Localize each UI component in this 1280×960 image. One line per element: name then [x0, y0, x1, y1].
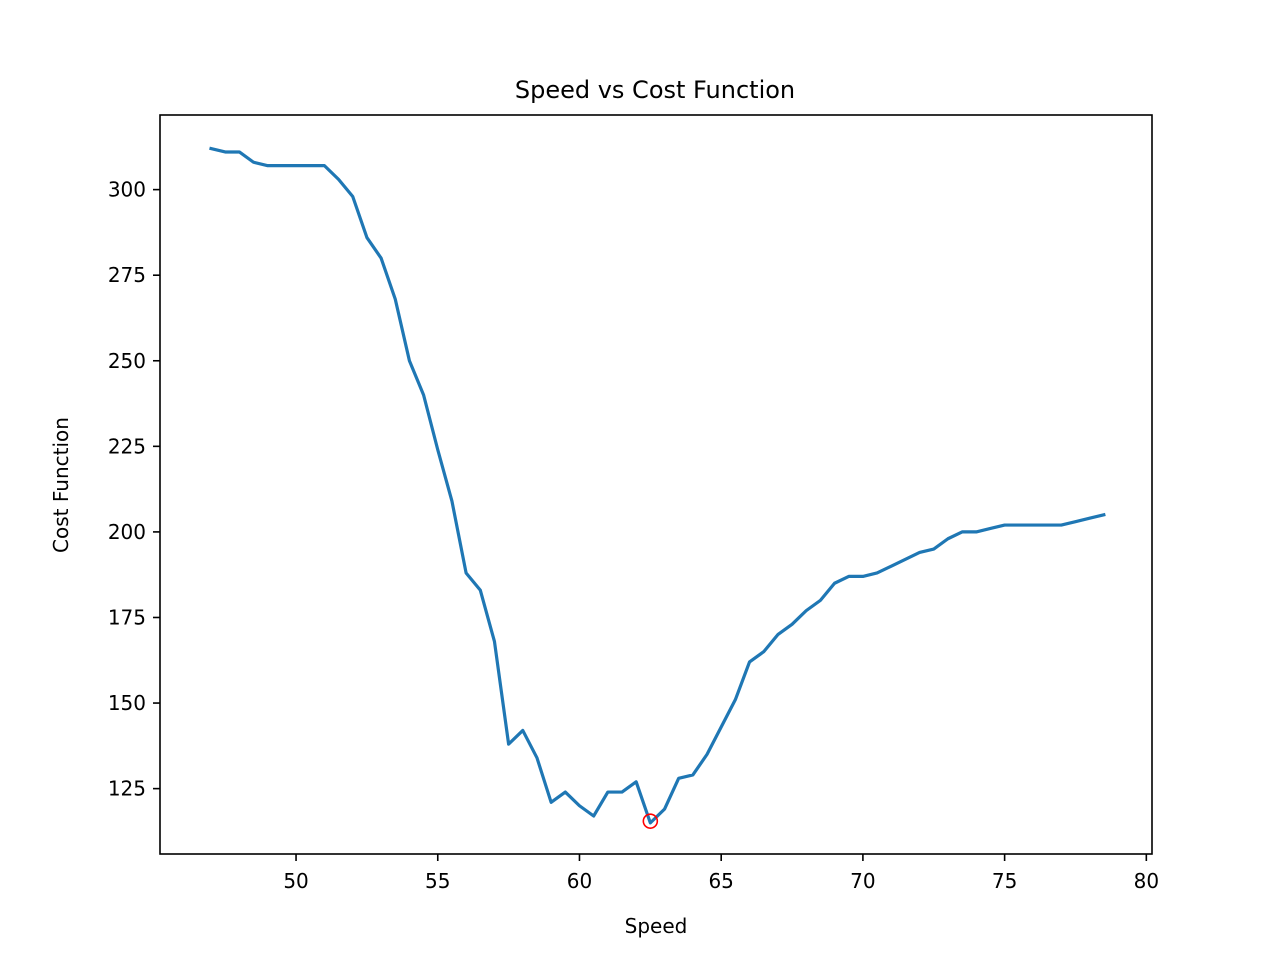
- y-tick-label: 250: [108, 349, 146, 373]
- x-tick-label: 80: [1134, 869, 1159, 893]
- x-tick-label: 70: [850, 869, 875, 893]
- axes-frame: [159, 114, 1153, 855]
- marker-layer: [642, 813, 659, 829]
- x-axis: 50 55 60 65 70 75 80: [283, 854, 1159, 893]
- series-line-0: [209, 146, 1106, 825]
- series-layer: [209, 146, 1106, 825]
- y-tick-label: 225: [108, 434, 146, 458]
- plot-area: [159, 114, 1153, 855]
- x-tick-label: 50: [283, 869, 308, 893]
- chart-title: Speed vs Cost Function: [515, 76, 795, 104]
- y-tick-label: 150: [108, 691, 146, 715]
- x-tick-label: 65: [708, 869, 733, 893]
- y-axis-label: Cost Function: [49, 417, 73, 553]
- y-tick-label: 200: [108, 520, 146, 544]
- x-tick-label: 55: [425, 869, 450, 893]
- x-tick-label: 60: [567, 869, 592, 893]
- y-tick-label: 300: [108, 178, 146, 202]
- y-tick-label: 125: [108, 777, 146, 801]
- minimum-marker: [642, 813, 659, 829]
- y-tick-label: 275: [108, 263, 146, 287]
- y-tick-label: 175: [108, 605, 146, 629]
- x-tick-label: 75: [992, 869, 1017, 893]
- y-axis: 125 150 175 200 225 250 275 300: [108, 178, 160, 801]
- x-axis-label: Speed: [625, 914, 688, 938]
